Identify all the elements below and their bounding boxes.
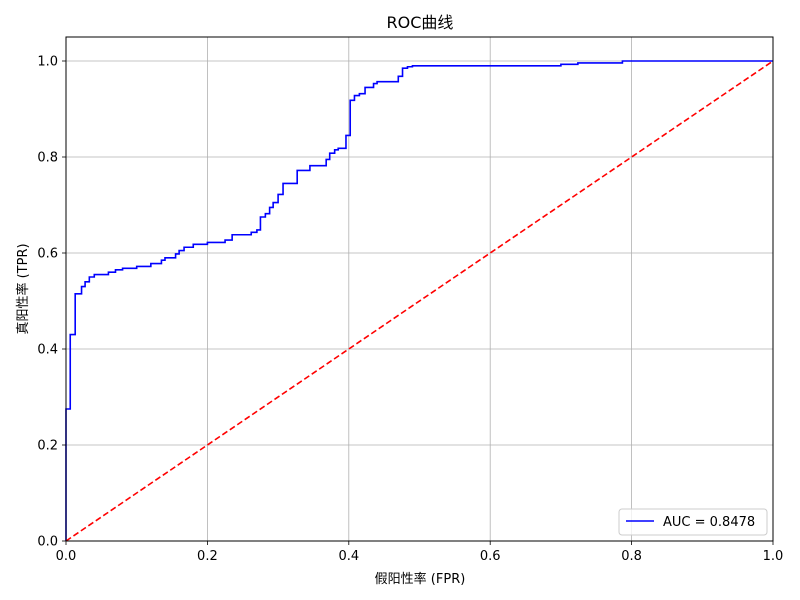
x-tick-label: 0.0 [56,549,77,564]
legend: AUC = 0.8478 [618,508,768,536]
plot-series [65,60,774,542]
y-tick-label: 0.4 [37,343,58,358]
plot-frame [65,36,774,542]
x-tick-label: 0.6 [480,549,501,564]
random-baseline-line [65,60,774,542]
y-tick-label: 0.0 [37,535,58,550]
y-tick-label: 0.6 [37,247,58,262]
x-tick-label: 0.8 [621,549,642,564]
x-tick-label: 0.2 [197,549,218,564]
legend-label-auc: AUC = 0.8478 [663,515,755,530]
y-axis: 0.0 0.2 0.4 0.6 0.8 1.0 [37,55,66,550]
chart-title: ROC曲线 [387,13,454,32]
y-tick-label: 0.2 [37,439,58,454]
y-axis-label: 真阳性率 (TPR) [15,243,31,334]
x-tick-label: 1.0 [763,549,784,564]
grid [65,37,774,542]
roc-curve-line [65,60,773,541]
x-axis-label: 假阳性率 (FPR) [375,571,466,587]
y-tick-label: 1.0 [37,55,58,70]
legend-box [618,508,768,536]
x-axis: 0.0 0.2 0.4 0.6 0.8 1.0 [56,541,784,564]
y-tick-label: 0.8 [37,151,58,166]
x-tick-label: 0.4 [338,549,359,564]
